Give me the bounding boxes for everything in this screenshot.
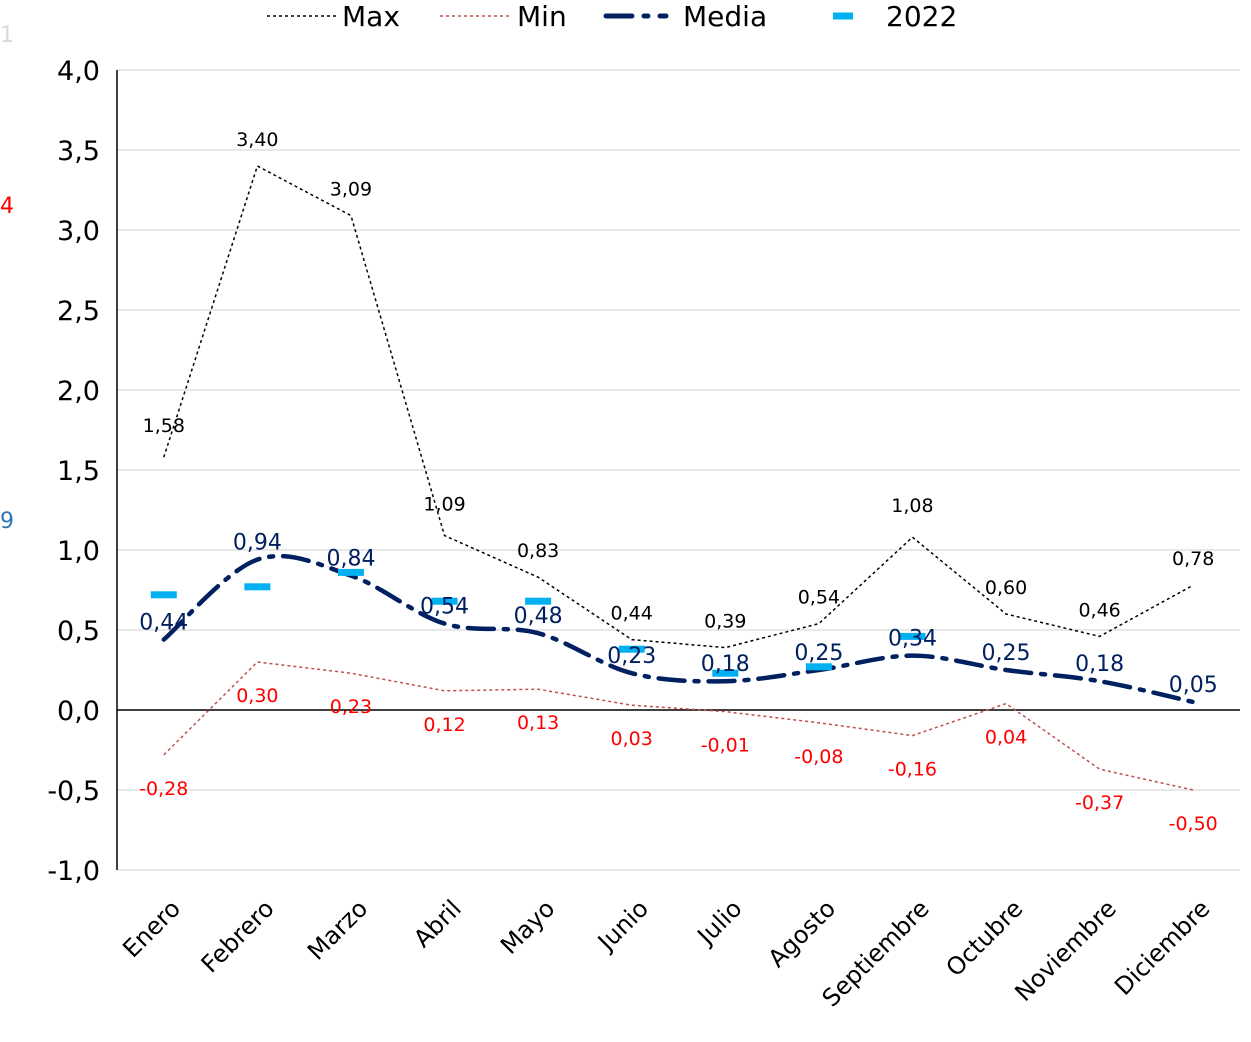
series-min-line [163, 661, 1194, 791]
series-2022-marker [337, 568, 364, 576]
y-tick-label: 1,0 [57, 536, 100, 567]
y-tick-label: 4,0 [57, 56, 100, 87]
min-data-label: 0,23 [330, 696, 372, 718]
legend: Max Min Media 2022 [267, 0, 957, 33]
y-tick-label: 2,5 [57, 296, 100, 327]
max-data-label: 0,39 [704, 611, 746, 633]
max-data-label: 1,58 [143, 415, 185, 437]
y-tick-label: -0,5 [47, 776, 100, 807]
series-media-line [161, 553, 1196, 705]
series-2022-marker [431, 597, 458, 605]
series-2022-marker [712, 669, 739, 677]
gridlines [117, 69, 1240, 871]
max-data-label: 0,44 [611, 603, 653, 625]
min-data-label: 0,13 [517, 712, 559, 734]
min-data-label: -0,08 [794, 746, 843, 768]
edge-fragment: 1 [0, 23, 14, 48]
y-tick-label: 0,0 [57, 696, 100, 727]
media-data-label: 0,44 [139, 611, 188, 636]
min-data-label: -0,50 [1169, 813, 1218, 835]
min-data-label: 0,03 [611, 728, 653, 750]
legend-label: Min [517, 0, 567, 33]
legend-label: 2022 [886, 0, 957, 33]
media-data-label: 0,94 [233, 531, 282, 556]
media-data-label: 0,25 [982, 641, 1031, 666]
min-data-label: -0,28 [139, 778, 188, 800]
x-category-label: Julio [691, 894, 748, 951]
data-labels: 1,58 3,40 3,09 1,09 0,83 0,44 0,39 0,54 1,08 0,60… [139, 129, 1218, 835]
series-2022-marker [244, 583, 271, 591]
edge-fragments: 1 4 9 [0, 23, 14, 534]
y-tick-label: 1,5 [57, 456, 100, 487]
min-data-label: 0,12 [423, 714, 465, 736]
y-tick-label: 3,0 [57, 216, 100, 247]
media-data-label: 0,84 [326, 547, 375, 572]
max-data-label: 1,09 [423, 494, 465, 516]
legend-label: Media [683, 0, 767, 33]
series-2022-marker [805, 663, 832, 671]
legend-swatch [833, 12, 853, 20]
min-data-label: -0,01 [701, 735, 750, 757]
max-data-label: 3,09 [330, 179, 372, 201]
x-category-label: Noviembre [1009, 894, 1121, 1006]
min-data-label: -0,16 [888, 759, 937, 781]
max-data-label: 0,60 [985, 577, 1027, 599]
min-data-label: 0,30 [236, 685, 278, 707]
y-tick-label: -1,0 [47, 856, 100, 887]
max-data-label: 0,78 [1172, 548, 1214, 570]
media-data-label: 0,54 [420, 595, 469, 620]
max-data-label: 0,54 [798, 587, 840, 609]
media-data-label: 0,18 [701, 652, 750, 677]
media-data-label: 0,05 [1169, 673, 1218, 698]
media-data-label: 0,34 [888, 627, 937, 652]
max-data-label: 3,40 [236, 129, 278, 151]
x-category-label: Agosto [763, 894, 841, 972]
media-data-label: 0,18 [1075, 652, 1124, 677]
x-category-label: Marzo [302, 894, 373, 965]
media-data-label: 0,48 [514, 604, 563, 629]
min-data-label: 0,04 [985, 727, 1027, 749]
x-category-label: Abril [408, 894, 467, 953]
media-data-label: 0,25 [794, 641, 843, 666]
x-category-label: Diciembre [1109, 894, 1215, 1000]
y-tick-label: 0,5 [57, 616, 100, 647]
min-data-label: -0,37 [1075, 792, 1124, 814]
x-category-label: Febrero [196, 894, 280, 978]
edge-fragment: 4 [0, 194, 14, 219]
media-data-label: 0,23 [607, 644, 656, 669]
edge-fragment: 9 [0, 509, 14, 534]
series-2022-marker [618, 645, 645, 653]
series-2022-marker [525, 597, 552, 605]
y-axis-ticks: -1,0 -0,5 0,0 0,5 1,0 1,5 2,0 2,5 3,0 3,5 4,0 [47, 56, 100, 887]
x-axis-categories: Enero Febrero Marzo Abril Mayo Junio Julio Agos… [117, 894, 1215, 1012]
y-tick-label: 2,0 [57, 376, 100, 407]
series-2022-marker [150, 591, 177, 599]
max-data-label: 0,46 [1078, 599, 1120, 621]
x-category-label: Junio [591, 894, 654, 957]
max-data-label: 0,83 [517, 540, 559, 562]
series-max-line [163, 164, 1194, 649]
x-category-label: Octubre [941, 894, 1029, 982]
max-data-label: 1,08 [891, 495, 933, 517]
legend-label: Max [342, 0, 400, 33]
series-lines [150, 164, 1196, 791]
x-category-label: Enero [117, 894, 186, 963]
x-category-label: Mayo [495, 894, 560, 959]
y-tick-label: 3,5 [57, 136, 100, 167]
series-2022-marker [899, 632, 926, 640]
